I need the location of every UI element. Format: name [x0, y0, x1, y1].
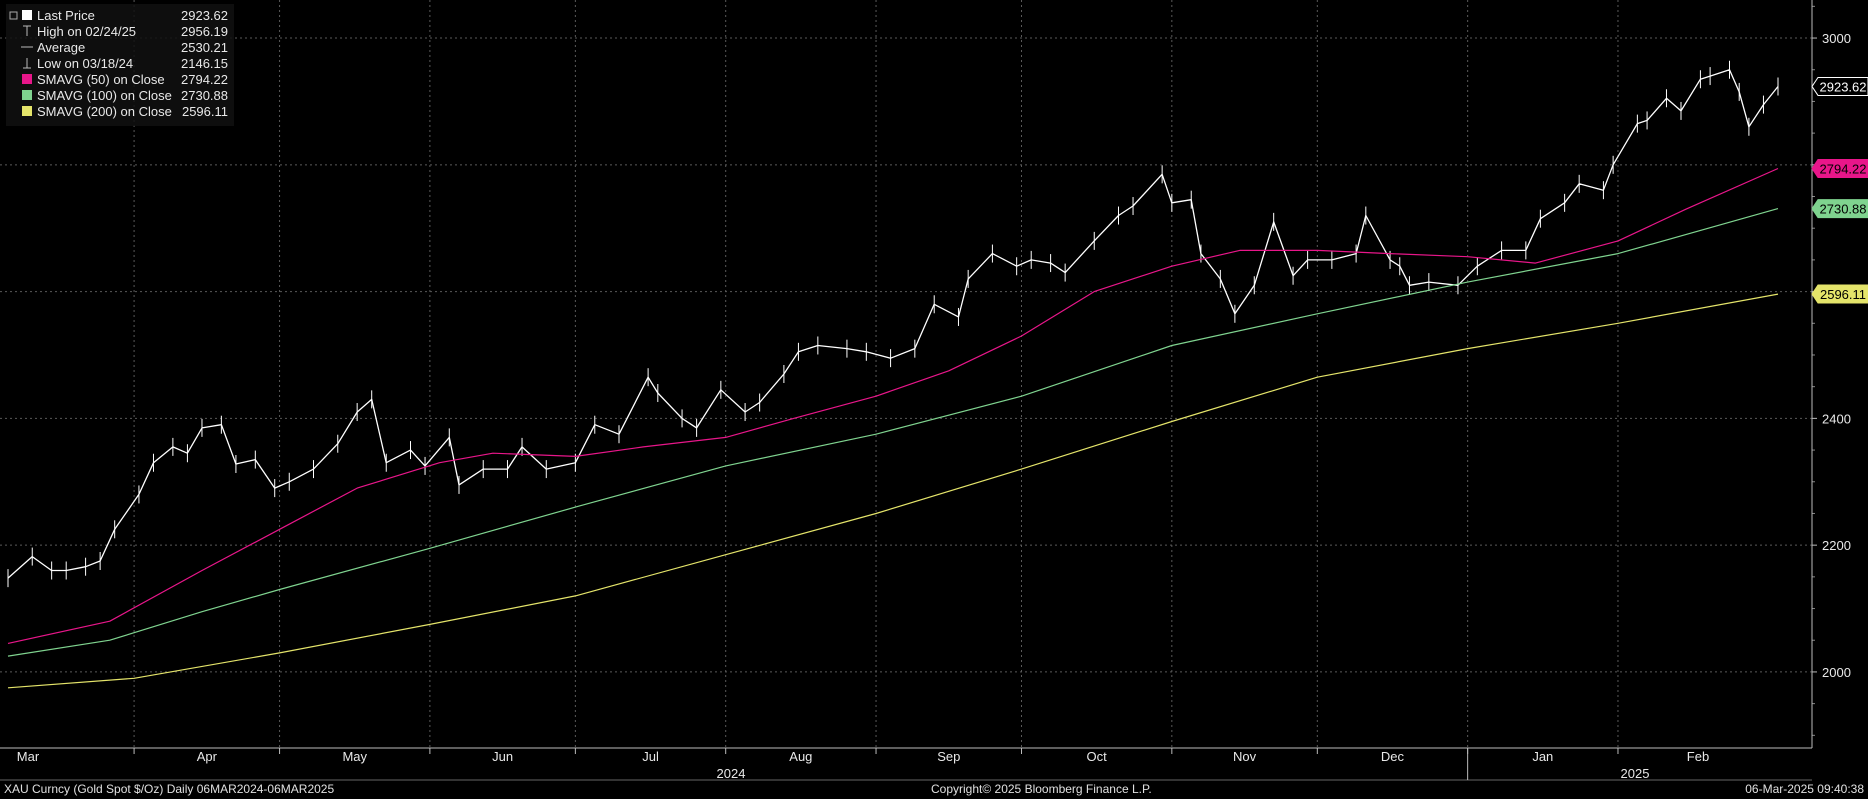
legend-value: 2146.15	[181, 56, 228, 71]
legend-marker-square-green	[22, 90, 32, 100]
legend-label: Average	[37, 40, 85, 55]
x-month-label: Mar	[17, 749, 40, 764]
series-sma200	[7, 293, 1779, 689]
x-month-label: Aug	[789, 749, 812, 764]
legend-marker-square-white	[22, 10, 32, 20]
y-tick-label: 2400	[1822, 411, 1851, 426]
end-label-box-sma100	[1811, 199, 1868, 219]
x-month-label: Apr	[197, 749, 218, 764]
series-sma50	[7, 167, 1779, 644]
y-tick-label: 3000	[1822, 31, 1851, 46]
legend-marker-square-magenta	[22, 74, 32, 84]
legend-label: SMAVG (100) on Close	[37, 88, 172, 103]
end-label-box-sma50	[1811, 158, 1868, 178]
end-label-sma100: 2730.88	[1820, 202, 1867, 217]
legend-background	[6, 4, 234, 126]
x-month-label: Oct	[1087, 749, 1108, 764]
legend-marker-square-yellow	[22, 106, 32, 116]
end-label-sma200: 2596.11	[1820, 287, 1866, 302]
footer-center: Copyright© 2025 Bloomberg Finance L.P.	[931, 782, 1152, 796]
legend: Last Price 2923.62 High on 02/24/25 2956.19…	[6, 4, 234, 126]
legend-value: 2794.22	[181, 72, 228, 87]
x-year-label: 2025	[1621, 766, 1650, 781]
x-axis: Mar Apr May Jun Jul Aug Sep Oct Nov Dec Jan Feb 2024…	[0, 747, 1812, 781]
end-label-box-sma200	[1811, 284, 1868, 304]
legend-value: 2956.19	[181, 24, 228, 39]
x-month-label: Dec	[1381, 749, 1405, 764]
y-axis: 2000 2200 2400 3000 2923.62 2794.22 2730.88 259…	[1811, 0, 1868, 748]
legend-label: SMAVG (200) on Close	[37, 104, 172, 119]
legend-value: 2530.21	[181, 40, 228, 55]
series-layer	[7, 60, 1779, 689]
legend-value: 2596.11	[182, 104, 228, 119]
x-month-label: Feb	[1687, 749, 1709, 764]
collapse-icon	[9, 11, 18, 20]
x-month-label: Sep	[937, 749, 960, 764]
legend-value: 2923.62	[181, 8, 228, 23]
legend-value: 2730.88	[181, 88, 228, 103]
legend-label: Last Price	[37, 8, 95, 23]
grid	[0, 0, 1812, 748]
x-month-label: Jun	[492, 749, 513, 764]
footer: XAU Curncy (Gold Spot $/Oz) Daily 06MAR2…	[4, 782, 1864, 796]
footer-right: 06-Mar-2025 09:40:38	[1745, 782, 1864, 796]
footer-left: XAU Curncy (Gold Spot $/Oz) Daily 06MAR2…	[4, 782, 334, 796]
x-month-label: Nov	[1233, 749, 1257, 764]
x-month-label: May	[342, 749, 367, 764]
legend-label: SMAVG (50) on Close	[37, 72, 165, 87]
x-month-label: Jan	[1532, 749, 1553, 764]
legend-label: High on 02/24/25	[37, 24, 136, 39]
legend-label: Low on 03/18/24	[37, 56, 133, 71]
end-label-box-price	[1811, 76, 1868, 96]
series-sma100	[7, 208, 1779, 657]
y-tick-label: 2000	[1822, 665, 1851, 680]
x-month-label: Jul	[642, 749, 659, 764]
end-label-price: 2923.62	[1820, 79, 1867, 94]
end-label-sma50: 2794.22	[1820, 161, 1867, 176]
x-year-label: 2024	[717, 766, 746, 781]
y-tick-label: 2200	[1822, 538, 1851, 553]
